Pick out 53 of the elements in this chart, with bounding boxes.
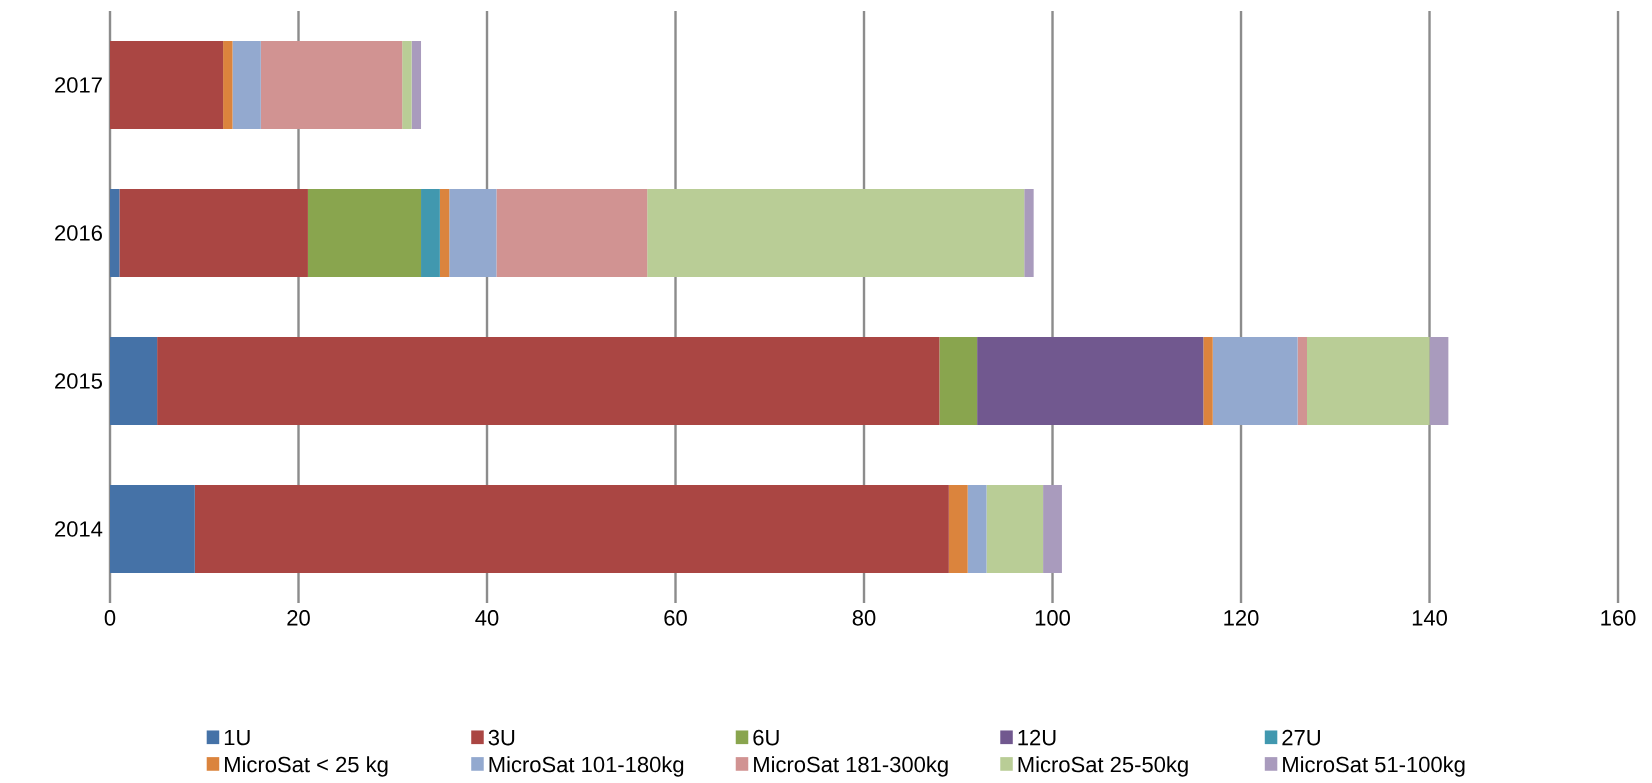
bar — [110, 188, 120, 277]
bar — [1203, 336, 1213, 425]
bar — [948, 484, 968, 573]
legend-label: 3U — [488, 729, 515, 746]
bar — [986, 484, 1044, 573]
y-tick-label: 2015 — [55, 373, 102, 389]
legend-label: MicroSat 51-100kg — [1283, 756, 1465, 777]
legend-label: 1U — [224, 729, 250, 746]
bar — [1212, 336, 1298, 425]
legend-label: 6U — [753, 729, 779, 746]
x-tick-label: 120 — [1224, 610, 1259, 626]
bar — [110, 484, 195, 573]
bar — [1024, 188, 1034, 277]
bar — [967, 484, 987, 573]
x-tick-label: 20 — [287, 610, 310, 626]
legend-label: 27U — [1282, 729, 1320, 746]
x-tick-label: 0 — [104, 610, 116, 626]
bar — [1043, 484, 1062, 573]
bar — [157, 336, 940, 425]
bar — [110, 336, 158, 425]
bar — [977, 336, 1204, 425]
x-tick-label: 160 — [1601, 610, 1636, 626]
bar — [194, 484, 949, 573]
y-tick-label: 2016 — [55, 225, 102, 241]
y-tick-label: 2014 — [55, 521, 103, 537]
x-tick-label: 60 — [664, 610, 687, 626]
y-tick-label: 2017 — [55, 77, 102, 93]
bar — [411, 40, 422, 129]
bar — [110, 40, 224, 129]
x-tick-label: 100 — [1035, 610, 1070, 626]
bar — [939, 336, 978, 425]
bar — [1429, 336, 1449, 425]
bar — [119, 188, 308, 277]
x-tick-label: 80 — [852, 610, 876, 626]
bar — [402, 40, 412, 129]
bar — [1307, 336, 1430, 425]
legend-label: MicroSat 101-180kg — [489, 756, 684, 777]
bar — [223, 40, 233, 129]
bar — [260, 40, 403, 129]
bar — [421, 188, 440, 277]
bar — [232, 40, 261, 129]
x-tick-label: 40 — [475, 610, 499, 626]
bar — [1297, 336, 1307, 425]
legend-label: MicroSat 25-50kg — [1018, 756, 1188, 777]
bar — [307, 188, 422, 277]
legend-label: 12U — [1018, 729, 1056, 746]
x-tick-label: 140 — [1412, 610, 1447, 626]
legend-label: MicroSat < 25 kg — [225, 756, 388, 777]
bar — [439, 188, 450, 277]
bar — [496, 188, 648, 277]
legend-label: MicroSat 181-300kg — [754, 756, 948, 777]
bar — [647, 188, 1025, 277]
bar — [449, 188, 497, 277]
